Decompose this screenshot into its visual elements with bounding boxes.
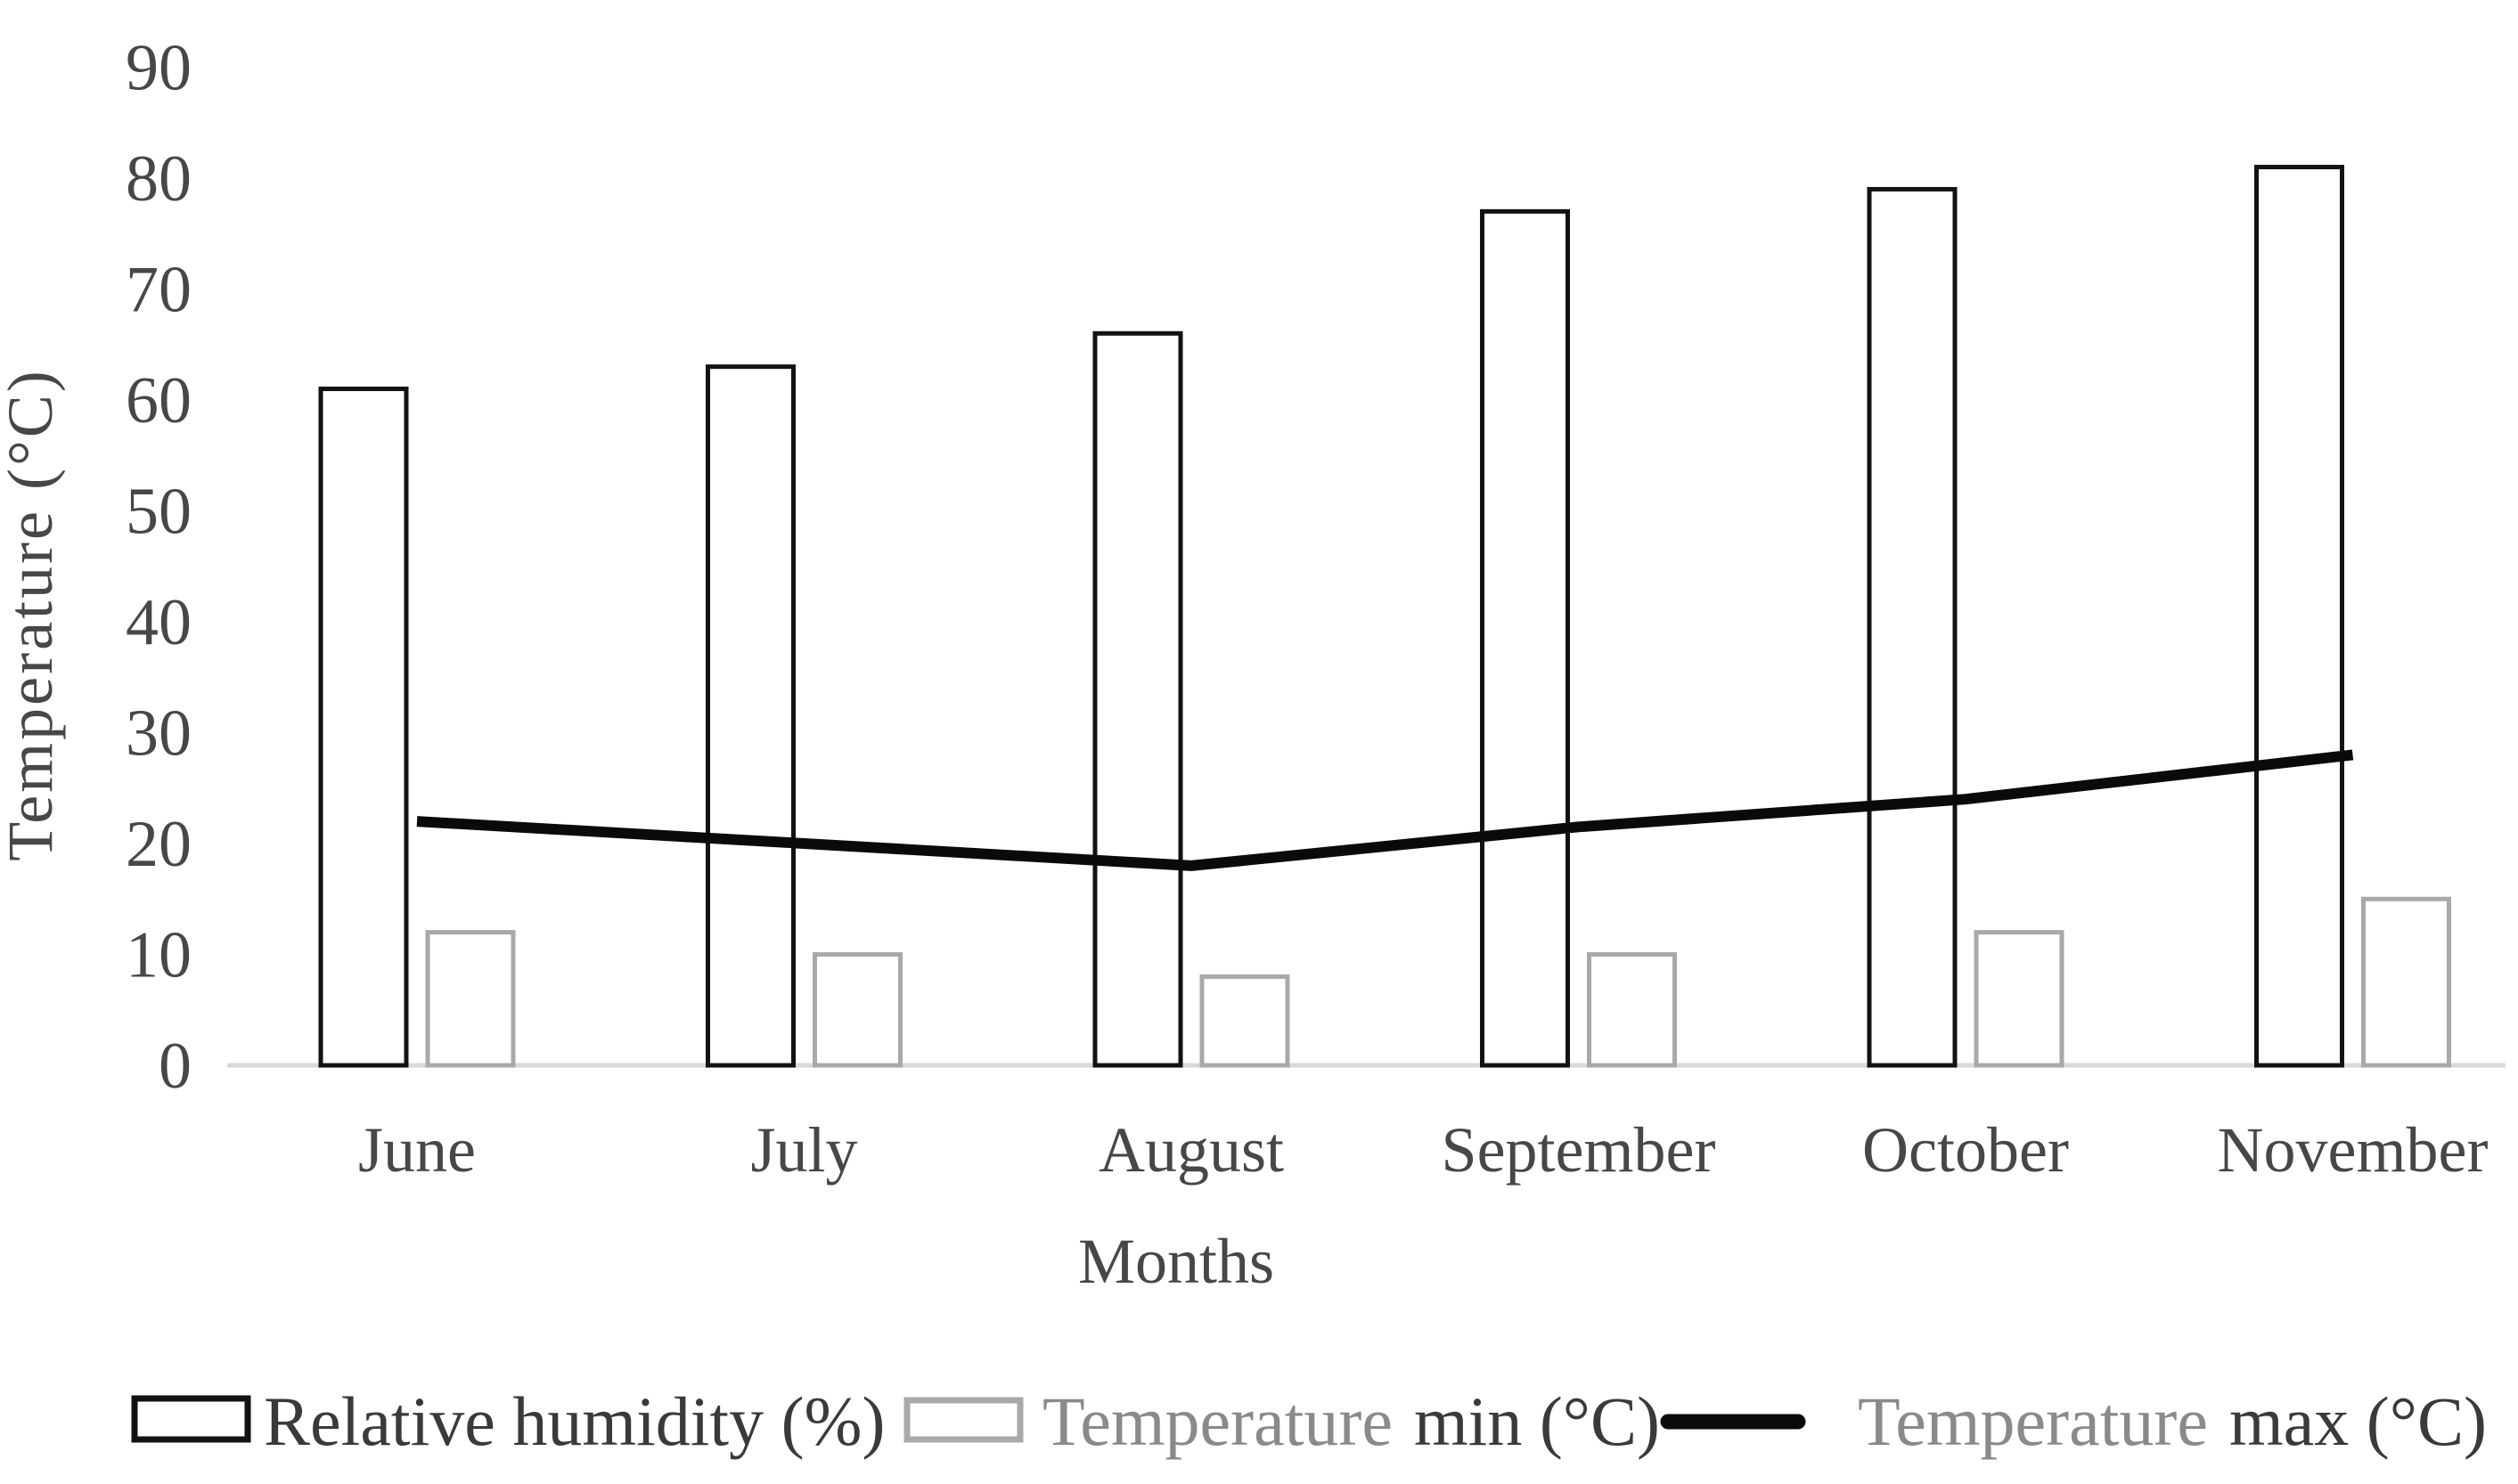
y-tick-label-0: 0 <box>159 1030 192 1103</box>
y-tick-label-40: 40 <box>126 586 192 659</box>
bar-temperature-min-october <box>1974 930 2064 1068</box>
bar-temperature-min-july <box>813 952 903 1068</box>
x-tick-label-august: August <box>1099 1114 1284 1186</box>
bar-relative-humidity-november <box>2254 165 2344 1068</box>
legend-label-relative-humidity: Relative humidity (%) <box>264 1382 886 1460</box>
y-tick-label-60: 60 <box>126 364 192 437</box>
y-tick-label-90: 90 <box>126 32 192 105</box>
bar-temperature-min-june <box>425 930 516 1068</box>
temperature-max-line <box>416 749 2354 871</box>
y-tick-label-50: 50 <box>126 476 192 549</box>
x-tick-label-september: September <box>1442 1114 1716 1186</box>
y-tick-label-10: 10 <box>126 919 192 992</box>
x-tick-label-november: November <box>2218 1114 2489 1186</box>
x-axis-title: Months <box>1078 1226 1274 1297</box>
y-tick-label-30: 30 <box>126 697 192 771</box>
bar-temperature-min-august <box>1199 974 1290 1068</box>
bar-relative-humidity-september <box>1480 208 1570 1068</box>
bar-temperature-min-september <box>1587 952 1677 1068</box>
legend-label-temperature-min: Temperature min (°C) <box>1042 1382 1660 1460</box>
legend-swatch-temperature-min <box>903 1397 1024 1443</box>
legend-label-temperature-max: Temperature max (°C) <box>1858 1382 2487 1460</box>
y-tick-label-20: 20 <box>126 808 192 881</box>
x-tick-label-june: June <box>358 1114 476 1186</box>
y-axis-title: Temperature (°C) <box>0 368 66 861</box>
bar-temperature-min-november <box>2361 896 2451 1068</box>
legend-swatch-relative-humidity <box>131 1395 251 1443</box>
x-tick-label-october: October <box>1862 1114 2069 1186</box>
bar-relative-humidity-october <box>1867 186 1958 1068</box>
y-tick-label-70: 70 <box>126 254 192 327</box>
x-tick-label-july: July <box>750 1114 857 1186</box>
bar-relative-humidity-august <box>1092 330 1183 1068</box>
bar-relative-humidity-july <box>706 364 796 1068</box>
y-tick-label-80: 80 <box>126 143 192 216</box>
bar-relative-humidity-june <box>318 387 409 1068</box>
